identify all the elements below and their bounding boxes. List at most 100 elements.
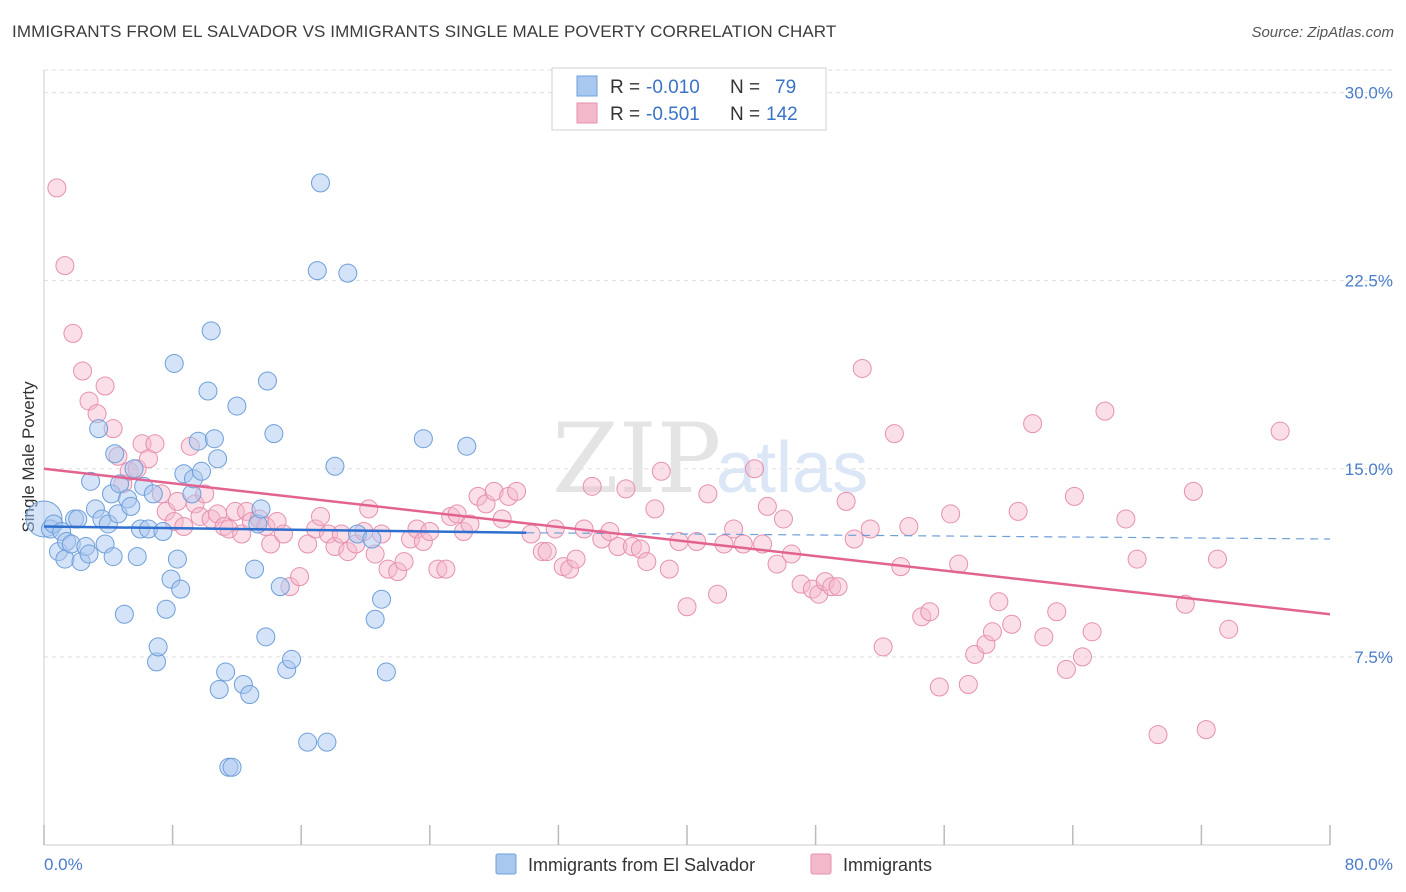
data-point-immigrants (733, 534, 753, 554)
data-point-el-salvador (413, 429, 433, 449)
data-point-el-salvador (376, 662, 396, 682)
data-point-immigrants (958, 674, 978, 694)
data-point-immigrants (1116, 509, 1136, 529)
data-point-immigrants (1175, 594, 1195, 614)
data-point-el-salvador (240, 685, 260, 705)
y-tick-labels: 7.5% 15.0% 22.5% 30.0% (1345, 84, 1393, 667)
data-point-immigrants (852, 358, 872, 378)
data-point-immigrants (637, 552, 657, 572)
data-point-immigrants (73, 361, 93, 381)
trend-line-el-salvador-extrapolated (526, 532, 1331, 540)
series-legend-label-el-salvador: Immigrants from El Salvador (528, 855, 755, 875)
series-legend-swatch-el-salvador (495, 853, 517, 875)
data-point-el-salvador (365, 609, 385, 629)
data-point-immigrants (873, 637, 893, 657)
data-point-immigrants (55, 256, 75, 276)
y-tick-label: 7.5% (1354, 648, 1393, 667)
data-point-immigrants (298, 534, 318, 554)
data-point-immigrants (325, 537, 345, 557)
legend-swatch-el-salvador (576, 75, 598, 97)
data-point-immigrants (677, 597, 697, 617)
data-point-immigrants (1008, 501, 1028, 521)
data-point-el-salvador (68, 509, 88, 529)
y-tick-label: 15.0% (1345, 460, 1393, 479)
data-point-immigrants (724, 519, 744, 539)
y-tick-label: 30.0% (1345, 84, 1393, 103)
data-point-el-salvador (227, 396, 247, 416)
data-point-immigrants (290, 567, 310, 587)
data-point-immigrants (659, 559, 679, 579)
data-point-el-salvador (457, 436, 477, 456)
data-point-immigrants (1082, 622, 1102, 642)
y-tick-label: 22.5% (1345, 272, 1393, 291)
data-point-immigrants (929, 677, 949, 697)
data-point-immigrants (1047, 602, 1067, 622)
data-point-immigrants (1034, 627, 1054, 647)
data-point-immigrants (507, 481, 527, 501)
data-point-el-salvador (156, 599, 176, 619)
data-point-immigrants (773, 509, 793, 529)
data-point-el-salvador (148, 637, 168, 657)
data-point-el-salvador (127, 547, 147, 567)
data-point-el-salvador (171, 579, 191, 599)
data-point-el-salvador (164, 353, 184, 373)
data-point-el-salvador (143, 484, 163, 504)
data-point-immigrants (708, 584, 728, 604)
data-point-immigrants (645, 499, 665, 519)
data-point-immigrants (920, 602, 940, 622)
data-point-immigrants (767, 554, 787, 574)
data-point-immigrants (1196, 720, 1216, 740)
data-point-immigrants (630, 539, 650, 559)
data-point-immigrants (941, 504, 961, 524)
data-point-el-salvador (110, 474, 130, 494)
data-point-el-salvador (222, 757, 242, 777)
data-point-immigrants (63, 323, 83, 343)
data-point-immigrants (532, 542, 552, 562)
data-point-immigrants (608, 537, 628, 557)
data-point-immigrants (394, 552, 414, 572)
data-point-immigrants (95, 376, 115, 396)
trend-line-el-salvador (43, 525, 527, 534)
data-point-el-salvador (216, 662, 236, 682)
watermark-zip: ZIP (552, 403, 721, 515)
data-point-el-salvador (317, 732, 337, 752)
data-point-immigrants (1056, 659, 1076, 679)
x-tick-label-min: 0.0% (44, 855, 83, 874)
data-point-el-salvador (307, 261, 327, 281)
data-point-el-salvador (209, 679, 229, 699)
data-point-el-salvador (89, 419, 109, 439)
x-tick-label-max: 80.0% (1345, 855, 1393, 874)
watermark-atlas: atlas (716, 428, 868, 508)
y-axis-title: Single Male Poverty (19, 381, 38, 533)
data-point-immigrants (388, 562, 408, 582)
data-point-immigrants (1023, 414, 1043, 434)
data-point-el-salvador (105, 444, 125, 464)
data-point-immigrants (566, 549, 586, 569)
data-point-el-salvador (201, 321, 221, 341)
data-point-immigrants (1127, 549, 1147, 569)
data-point-immigrants (47, 178, 67, 198)
data-point-el-salvador (372, 589, 392, 609)
data-point-immigrants (545, 519, 565, 539)
legend-n-value-1: 79 (775, 77, 796, 98)
legend-r-value-2: -0.501 (646, 104, 700, 125)
data-point-immigrants (1072, 647, 1092, 667)
data-point-el-salvador (257, 371, 277, 391)
legend-r-label-2: R = (610, 104, 640, 125)
data-point-immigrants (791, 574, 811, 594)
data-point-el-salvador (298, 732, 318, 752)
data-point-immigrants (214, 516, 234, 536)
data-point-el-salvador (282, 649, 302, 669)
axes (43, 70, 1331, 846)
data-point-el-salvador (245, 559, 265, 579)
data-point-immigrants (651, 461, 671, 481)
watermark: ZIP atlas (552, 403, 868, 515)
trend-line-immigrants (43, 467, 1331, 616)
data-point-immigrants (582, 476, 602, 496)
data-point-immigrants (537, 542, 557, 562)
data-point-el-salvador (310, 173, 330, 193)
data-point-immigrants (1270, 421, 1290, 441)
data-point-el-salvador (198, 381, 218, 401)
data-point-el-salvador (79, 544, 99, 564)
